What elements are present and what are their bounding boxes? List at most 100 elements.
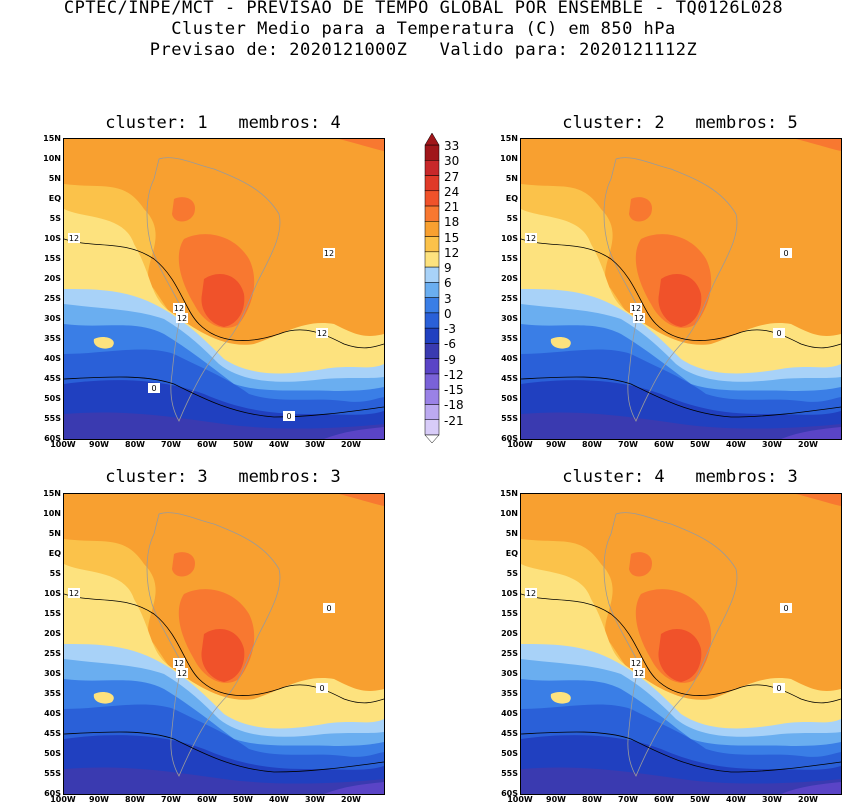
colorbar-tick-label: 3 xyxy=(444,291,452,306)
contour-label-box xyxy=(68,233,80,243)
warm-spot-northeast xyxy=(339,494,384,506)
colorbar-tick-label: 6 xyxy=(444,276,452,291)
latitude-tick-label: 55S xyxy=(44,414,61,423)
field-18-north xyxy=(521,494,841,531)
latitude-tick-label: EQ xyxy=(505,549,518,558)
longitude-tick-label: 80W xyxy=(125,795,145,804)
longitude-tick-label: 60W xyxy=(654,440,674,449)
longitude-tick-label: 20W xyxy=(341,795,361,804)
colorbar-tick-label: 15 xyxy=(444,230,460,245)
latitude-tick-label: 10N xyxy=(500,154,518,163)
latitude-tick-label: EQ xyxy=(505,194,518,203)
colorbar-segment xyxy=(424,404,440,420)
south-america-coastline xyxy=(146,512,281,777)
yellow-blob xyxy=(93,336,114,349)
latitude-tick-label: 15N xyxy=(43,489,61,498)
colorbar-tick-label: 0 xyxy=(444,306,452,321)
latitude-tick-label: 30S xyxy=(44,669,61,678)
warm-spot-northeast xyxy=(796,139,841,151)
longitude-tick-label: 70W xyxy=(161,795,181,804)
contour-label-box xyxy=(316,683,328,693)
latitude-tick-label: 55S xyxy=(44,769,61,778)
map-panel-3: 12 12 12 0 0 xyxy=(63,493,385,795)
latitude-tick-label: 35S xyxy=(501,334,518,343)
latitude-tick-label: 5S xyxy=(49,569,61,578)
colorbar-tick-label: 21 xyxy=(444,200,460,215)
contour-0 xyxy=(64,376,384,418)
latitude-tick-label: 10S xyxy=(501,234,518,243)
longitude-tick-label: 100W xyxy=(507,795,533,804)
longitude-tick-label: 30W xyxy=(762,440,782,449)
panel-title: cluster: 2 membros: 5 xyxy=(562,113,798,133)
latitude-tick-label: 5N xyxy=(48,529,61,538)
latitude-tick-label: 15S xyxy=(501,254,518,263)
latitude-tick-label: 10S xyxy=(501,589,518,598)
contour-label: 12 xyxy=(526,234,536,243)
contour-label-box xyxy=(780,248,792,258)
contour-label: 0 xyxy=(783,604,788,613)
longitude-tick-label: 50W xyxy=(233,440,253,449)
contour-label: 12 xyxy=(631,659,641,668)
contour-label: 0 xyxy=(326,604,331,613)
warm-core-24 xyxy=(658,274,702,327)
colorbar-segment xyxy=(424,373,440,390)
latitude-tick-label: 15S xyxy=(501,609,518,618)
south-america-coastline xyxy=(603,512,738,777)
longitude-tick-label: 70W xyxy=(161,440,181,449)
latitude-tick-label: 25S xyxy=(501,649,518,658)
contour-label: 0 xyxy=(319,684,324,693)
figure-title-line-2: Cluster Medio para a Temperatura (C) em … xyxy=(171,19,676,39)
warm-spot-north xyxy=(629,552,652,577)
contour-label: 12 xyxy=(631,304,641,313)
contour-label: 0 xyxy=(286,412,291,421)
colorbar-segment xyxy=(424,266,440,283)
colorbar-tick-label: 27 xyxy=(444,169,460,184)
contour-label: 0 xyxy=(776,329,781,338)
latitude-tick-label: EQ xyxy=(48,194,61,203)
latitude-tick-label: 15N xyxy=(500,489,518,498)
contour-label: 12 xyxy=(317,329,327,338)
latitude-tick-label: 5S xyxy=(506,214,518,223)
latitude-tick-label: 10N xyxy=(43,509,61,518)
warm-core-24 xyxy=(201,274,245,327)
longitude-tick-label: 50W xyxy=(233,795,253,804)
field-minus6 xyxy=(521,767,841,794)
contour-label-box xyxy=(316,328,328,338)
colorbar-segment xyxy=(424,297,440,314)
longitude-tick-label: 90W xyxy=(89,440,109,449)
colorbar-segment xyxy=(424,205,440,222)
latitude-tick-label: 50S xyxy=(501,749,518,758)
warm-core-24 xyxy=(201,629,245,682)
longitude-tick-label: 90W xyxy=(546,795,566,804)
colorbar-tick-label: 30 xyxy=(444,154,460,169)
latitude-tick-label: 40S xyxy=(44,354,61,363)
field-minus9 xyxy=(324,782,384,794)
latitude-tick-label: 10S xyxy=(44,234,61,243)
colorbar-segment xyxy=(424,221,440,237)
latitude-tick-label: 35S xyxy=(501,689,518,698)
latitude-tick-label: 30S xyxy=(501,314,518,323)
contour-12 xyxy=(64,593,384,704)
contour-12 xyxy=(64,238,384,349)
latitude-tick-label: 5N xyxy=(48,174,61,183)
colorbar-segment xyxy=(424,282,440,298)
latitude-tick-label: 45S xyxy=(501,729,518,738)
contour-label: 0 xyxy=(783,249,788,258)
latitude-tick-label: 50S xyxy=(44,394,61,403)
longitude-tick-label: 90W xyxy=(546,440,566,449)
latitude-tick-label: 15N xyxy=(500,134,518,143)
latitude-tick-label: 30S xyxy=(501,669,518,678)
longitude-tick-label: 40W xyxy=(726,440,746,449)
latitude-tick-label: 5N xyxy=(505,529,518,538)
longitude-tick-label: 100W xyxy=(50,440,76,449)
colorbar-segment xyxy=(424,327,440,344)
contour-label-box xyxy=(525,588,537,598)
colorbar-tick-label: 24 xyxy=(444,184,460,199)
contour-label-box xyxy=(68,588,80,598)
longitude-tick-label: 80W xyxy=(582,795,602,804)
contour-label: 12 xyxy=(634,314,644,323)
field-minus9 xyxy=(781,782,841,794)
